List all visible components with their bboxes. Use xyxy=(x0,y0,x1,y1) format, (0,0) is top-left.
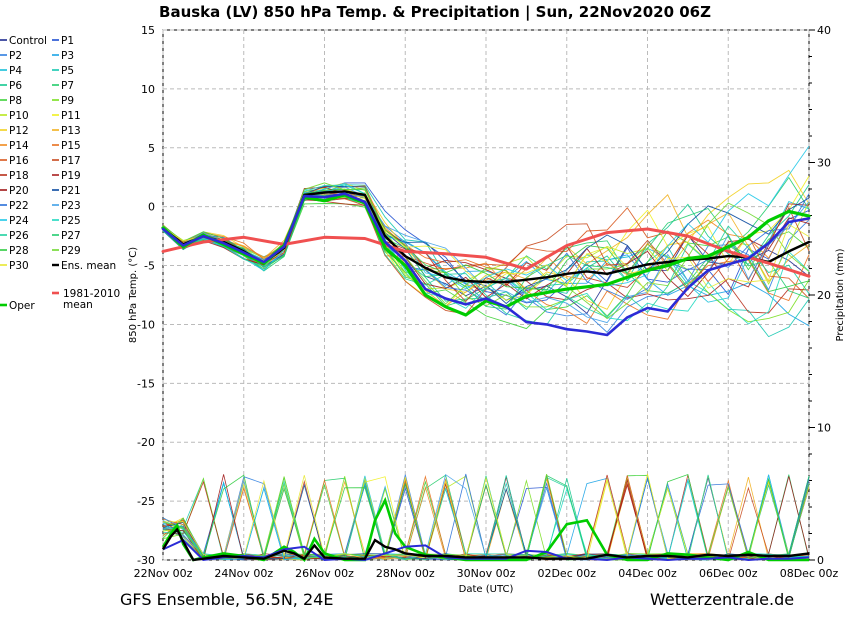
legend-label: P13 xyxy=(61,125,81,137)
series-line xyxy=(161,192,811,337)
legend-label: P3 xyxy=(61,50,74,62)
y2-tick-label: 30 xyxy=(817,157,831,170)
legend-label: P8 xyxy=(9,95,22,107)
legend-label: P6 xyxy=(9,80,22,92)
y-tick-label: -10 xyxy=(137,318,155,331)
x-tick-label: 30Nov 00z xyxy=(457,567,516,580)
legend-label: P29 xyxy=(61,245,81,257)
precip-oper-line xyxy=(161,496,809,563)
legend-label: P24 xyxy=(9,215,29,227)
legend-label: P11 xyxy=(61,110,81,122)
footer-source: GFS Ensemble, 56.5N, 24E xyxy=(120,590,333,609)
legend-label: P15 xyxy=(61,140,81,152)
legend-label: P26 xyxy=(9,230,29,242)
x-tick-label: 26Nov 00z xyxy=(295,567,354,580)
y-axis-ticks: 15 10 5 0 -5 -10 -15 -20 -25 -30 xyxy=(137,24,155,567)
y2-tick-label: 40 xyxy=(817,24,831,37)
member-temp-line xyxy=(162,189,810,307)
y-tick-label: -30 xyxy=(137,554,155,567)
x-tick-label: 22Nov 00z xyxy=(134,567,193,580)
legend-label: P10 xyxy=(9,110,29,122)
y-tick-label: 5 xyxy=(148,142,155,155)
y-tick-label: 15 xyxy=(141,24,155,37)
y-tick-label: -5 xyxy=(144,260,155,273)
x-axis-ticks: 22Nov 00z 24Nov 00z 26Nov 00z 28Nov 00z 30No… xyxy=(134,567,839,580)
y-tick-label: -20 xyxy=(137,436,155,449)
precip-control-line xyxy=(162,538,810,562)
x-tick-label: 08Dec 00z xyxy=(780,567,839,580)
legend-label: P27 xyxy=(61,230,81,242)
legend-label: P20 xyxy=(9,185,29,197)
y2-tick-label: 0 xyxy=(817,554,824,567)
legend-label: P12 xyxy=(9,125,29,137)
y-axis-label: 850 hPa Temp. (°C) xyxy=(128,247,139,343)
legend-label: P14 xyxy=(9,140,29,152)
legend-label: P5 xyxy=(61,65,74,77)
x-tick-label: 02Dec 00z xyxy=(537,567,596,580)
legend-label: P4 xyxy=(9,65,22,77)
y-tick-label: -15 xyxy=(137,377,155,390)
y2-axis-label: Precipitation (mm) xyxy=(835,248,846,341)
legend-label: P30 xyxy=(9,260,29,272)
legend-label: Oper xyxy=(9,300,35,312)
legend-label: P18 xyxy=(9,170,29,182)
legend-label: P9 xyxy=(61,95,74,107)
y-tick-label: 0 xyxy=(148,201,155,214)
y2-tick-label: 20 xyxy=(817,289,831,302)
y2-axis-ticks: 40 30 20 10 0 xyxy=(809,24,831,567)
footer-site: Wetterzentrale.de xyxy=(650,590,794,609)
legend-label: P7 xyxy=(61,80,74,92)
legend-label: P17 xyxy=(61,155,81,167)
x-tick-label: 06Dec 00z xyxy=(699,567,758,580)
legend-label: mean xyxy=(63,299,93,311)
x-axis-label: Date (UTC) xyxy=(459,584,514,595)
y2-tick-label: 10 xyxy=(817,422,831,435)
x-tick-label: 28Nov 00z xyxy=(376,567,435,580)
legend-label: P2 xyxy=(9,50,22,62)
grid-lines xyxy=(162,29,810,561)
y-tick-label: 10 xyxy=(141,83,155,96)
legend-label: Ens. mean xyxy=(61,260,116,272)
y-tick-label: -25 xyxy=(137,495,155,508)
legend-label: P1 xyxy=(61,35,74,47)
x-tick-label: 24Nov 00z xyxy=(214,567,273,580)
legend-label: P25 xyxy=(61,215,81,227)
legend-label: P28 xyxy=(9,245,29,257)
legend-label: P23 xyxy=(61,200,81,212)
legend-label: P19 xyxy=(61,170,81,182)
main-series-lines xyxy=(161,190,811,563)
legend-label: P21 xyxy=(61,185,81,197)
legend-label: P16 xyxy=(9,155,29,167)
x-tick-label: 04Dec 00z xyxy=(618,567,677,580)
legend-label: 1981-2010 xyxy=(63,288,120,300)
legend: Control P1 P2 P3 P4 P5 P6 P7 P8 P9 P10 P11 P12 P13 P14… xyxy=(0,35,120,312)
legend-label: P22 xyxy=(9,200,29,212)
member-temp-line xyxy=(162,194,810,310)
legend-label: Control xyxy=(9,35,47,47)
precip-mean-line xyxy=(161,527,810,562)
series-line xyxy=(161,227,811,278)
chart-title: Bauska (LV) 850 hPa Temp. & Precipitatio… xyxy=(159,3,711,22)
